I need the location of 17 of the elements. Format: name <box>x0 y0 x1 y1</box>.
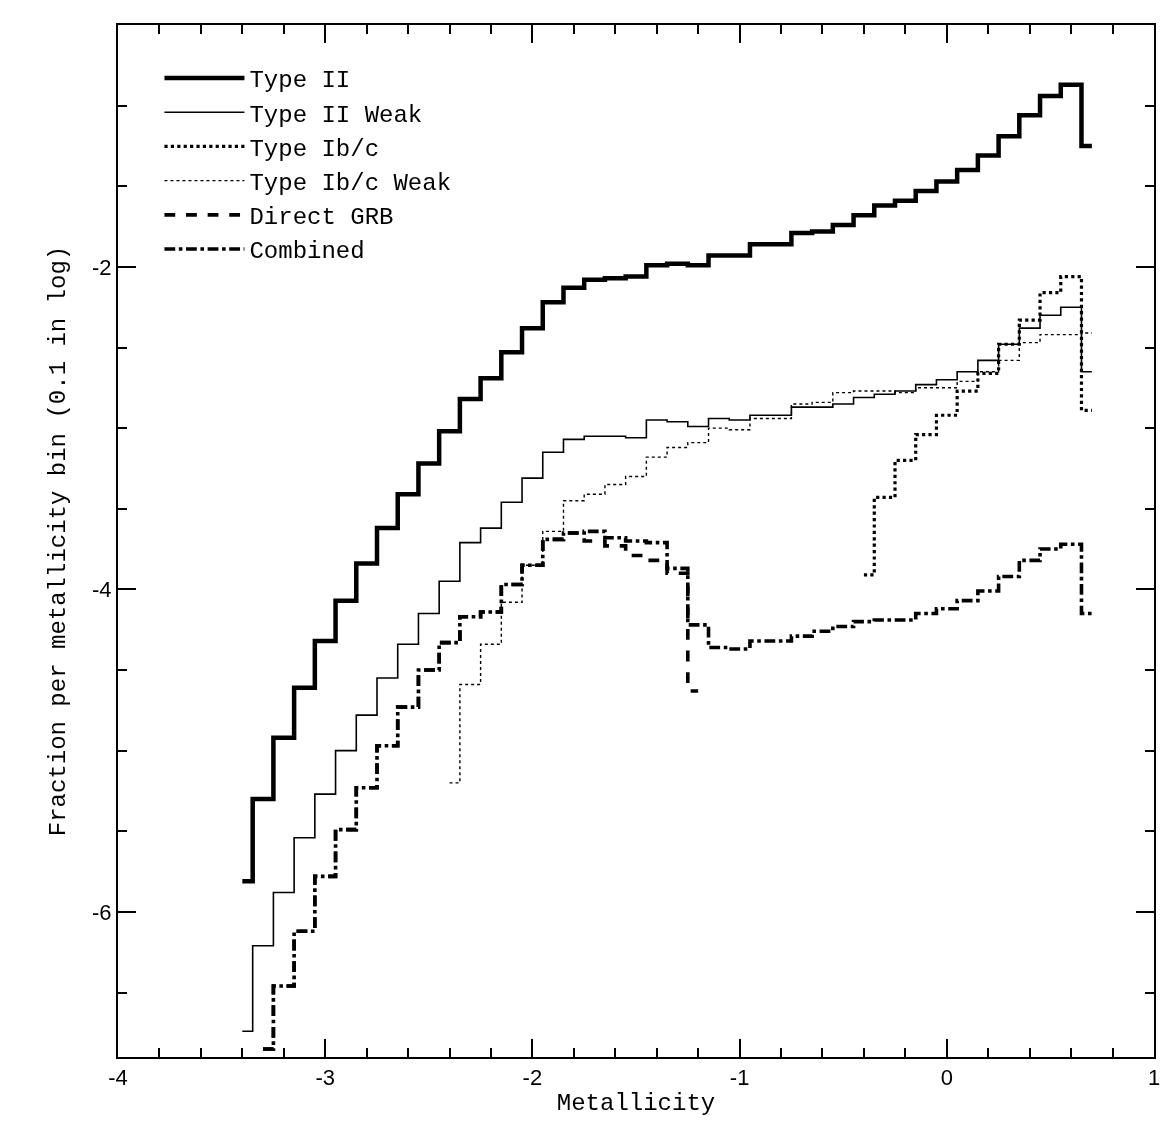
y-tick-label: -2 <box>92 254 112 280</box>
y-axis-title: Fraction per metallicity bin (0.1 in log) <box>44 245 72 837</box>
legend-label: Type Ib/c <box>249 135 380 163</box>
x-tick-label: 0 <box>940 1065 953 1091</box>
legend-label: Type II Weak <box>249 101 423 129</box>
x-tick-label: -2 <box>522 1065 543 1091</box>
x-axis-title: Metallicity <box>556 1090 716 1118</box>
legend-label: Type Ib/c Weak <box>249 170 452 198</box>
legend-label: Combined <box>249 238 365 266</box>
y-tick-label: -4 <box>92 577 112 603</box>
x-tick-label: -1 <box>729 1065 750 1091</box>
x-tick-label: -3 <box>315 1065 335 1091</box>
x-tick-label: -4 <box>108 1065 128 1091</box>
y-tick-label: -6 <box>92 899 112 925</box>
legend-label: Direct GRB <box>249 204 394 232</box>
x-tick-label: 1 <box>1147 1065 1161 1091</box>
legend-label: Type II <box>249 67 351 95</box>
